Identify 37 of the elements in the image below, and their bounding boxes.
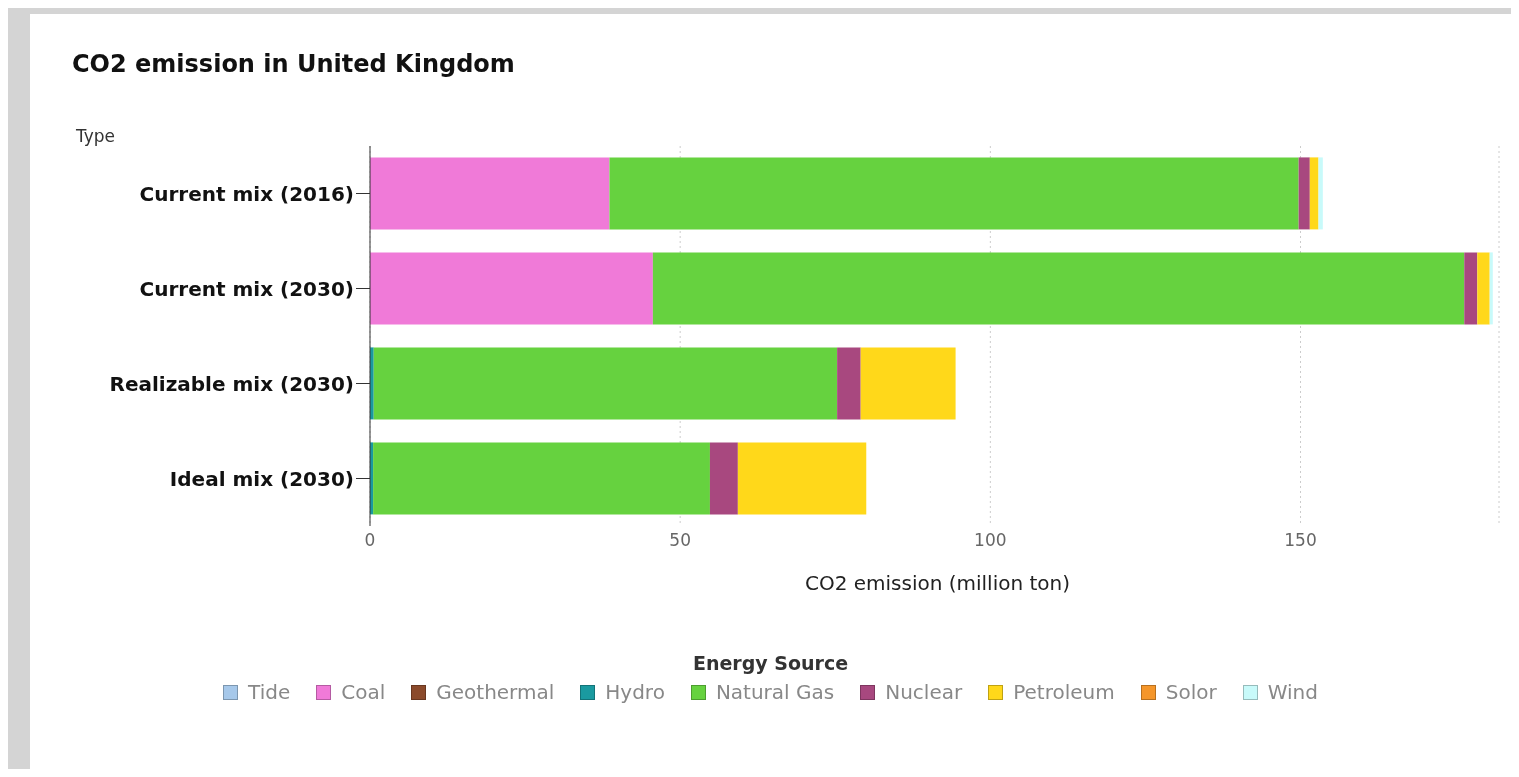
y-tick-label: Current mix (2016) bbox=[139, 181, 354, 206]
bar bbox=[609, 157, 1299, 230]
bar bbox=[373, 347, 838, 420]
legend-label: Natural Gas bbox=[714, 680, 835, 704]
legend-label: Geothermal bbox=[435, 680, 555, 704]
bar bbox=[1477, 252, 1490, 325]
legend-label: Solor bbox=[1164, 680, 1217, 704]
y-axis-title: Type bbox=[76, 126, 116, 146]
bar bbox=[737, 442, 867, 515]
bar bbox=[1309, 157, 1319, 230]
legend-label: Hydro bbox=[604, 680, 665, 704]
legend-label: Nuclear bbox=[884, 680, 963, 704]
legend-label: Wind bbox=[1266, 680, 1318, 704]
bar bbox=[652, 252, 1465, 325]
bar bbox=[1298, 157, 1310, 230]
y-tick-label: Realizable mix (2030) bbox=[109, 371, 354, 396]
bar bbox=[1464, 252, 1478, 325]
bar bbox=[370, 252, 653, 325]
chart-title: CO2 emission in United Kingdom bbox=[72, 50, 515, 78]
bar bbox=[370, 157, 610, 230]
legend-label: Tide bbox=[247, 680, 291, 704]
x-tick-label: 150 bbox=[1284, 530, 1317, 551]
bar bbox=[837, 347, 861, 420]
x-axis-title: CO2 emission (million ton) bbox=[803, 571, 1072, 595]
bar bbox=[709, 442, 738, 515]
legend-label: Coal bbox=[340, 680, 386, 704]
x-tick-label: 100 bbox=[974, 530, 1007, 551]
x-tick-label: 50 bbox=[669, 530, 691, 551]
bar bbox=[1318, 157, 1323, 230]
y-tick-label: Ideal mix (2030) bbox=[169, 466, 354, 491]
y-tick-label: Current mix (2030) bbox=[139, 276, 354, 301]
bar bbox=[860, 347, 956, 420]
bar bbox=[373, 442, 710, 515]
legend-label: Petroleum bbox=[1012, 680, 1115, 704]
legend-title: Energy Source bbox=[691, 652, 850, 674]
bar bbox=[1489, 252, 1493, 325]
x-tick-label: 0 bbox=[364, 530, 376, 551]
